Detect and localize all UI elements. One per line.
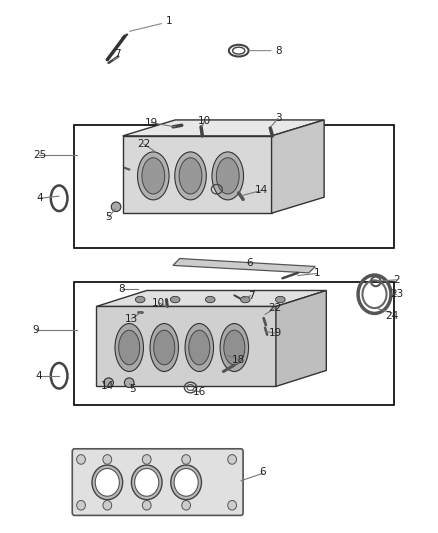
Text: 19: 19 [145, 118, 158, 127]
Ellipse shape [77, 500, 85, 510]
Ellipse shape [92, 465, 123, 500]
Text: 3: 3 [275, 114, 282, 123]
Text: 13: 13 [125, 314, 138, 324]
Text: 14: 14 [101, 382, 114, 391]
Ellipse shape [150, 324, 179, 372]
Text: 22: 22 [137, 139, 150, 149]
Ellipse shape [103, 500, 112, 510]
Ellipse shape [182, 500, 191, 510]
Ellipse shape [142, 286, 152, 292]
Text: 4: 4 [35, 371, 42, 381]
Ellipse shape [124, 378, 134, 387]
Ellipse shape [174, 469, 198, 496]
Ellipse shape [119, 330, 140, 365]
Ellipse shape [142, 455, 151, 464]
Text: 23: 23 [390, 289, 403, 299]
Text: 9: 9 [32, 326, 39, 335]
Ellipse shape [276, 296, 285, 303]
Ellipse shape [228, 455, 237, 464]
Ellipse shape [131, 465, 162, 500]
Text: 4: 4 [36, 193, 43, 203]
Ellipse shape [228, 500, 237, 510]
Ellipse shape [170, 296, 180, 303]
Text: 8: 8 [118, 284, 125, 294]
Text: 7: 7 [247, 291, 254, 301]
Text: 8: 8 [275, 46, 282, 55]
Text: 6: 6 [259, 467, 266, 477]
Ellipse shape [224, 330, 245, 365]
Text: 6: 6 [246, 258, 253, 268]
Ellipse shape [185, 324, 214, 372]
Polygon shape [123, 136, 272, 213]
Ellipse shape [142, 158, 165, 194]
Text: 14: 14 [255, 185, 268, 195]
Polygon shape [96, 290, 326, 306]
Ellipse shape [220, 324, 249, 372]
Polygon shape [173, 259, 315, 273]
Polygon shape [96, 306, 276, 386]
Ellipse shape [95, 469, 119, 496]
Polygon shape [272, 120, 324, 213]
Ellipse shape [171, 465, 201, 500]
Bar [74, 282, 394, 405]
Text: 10: 10 [152, 298, 165, 308]
Ellipse shape [138, 152, 169, 200]
Ellipse shape [216, 158, 239, 194]
Text: 1: 1 [314, 269, 321, 278]
Ellipse shape [103, 455, 112, 464]
Ellipse shape [135, 296, 145, 303]
Text: 25: 25 [33, 150, 46, 159]
Ellipse shape [189, 330, 210, 365]
Ellipse shape [175, 152, 206, 200]
Ellipse shape [138, 283, 155, 295]
Text: 19: 19 [268, 328, 282, 338]
Ellipse shape [77, 455, 85, 464]
Bar [74, 125, 394, 248]
Ellipse shape [115, 324, 143, 372]
Text: 7: 7 [114, 50, 121, 59]
Text: 5: 5 [129, 384, 136, 394]
Ellipse shape [240, 296, 250, 303]
Ellipse shape [205, 296, 215, 303]
Text: 16: 16 [193, 387, 206, 397]
Text: 2: 2 [393, 275, 400, 285]
Text: 5: 5 [105, 213, 112, 222]
Polygon shape [276, 290, 326, 386]
Text: 10: 10 [198, 116, 211, 126]
Ellipse shape [179, 158, 202, 194]
Polygon shape [123, 120, 324, 136]
FancyBboxPatch shape [72, 449, 243, 515]
Text: 22: 22 [268, 303, 282, 313]
Ellipse shape [212, 152, 244, 200]
Text: 1: 1 [165, 17, 172, 26]
Ellipse shape [104, 378, 113, 387]
Ellipse shape [135, 469, 159, 496]
Ellipse shape [182, 455, 191, 464]
Ellipse shape [142, 500, 151, 510]
Ellipse shape [111, 202, 121, 212]
Ellipse shape [154, 330, 175, 365]
Text: 18: 18 [232, 355, 245, 365]
Text: 24: 24 [385, 311, 399, 320]
